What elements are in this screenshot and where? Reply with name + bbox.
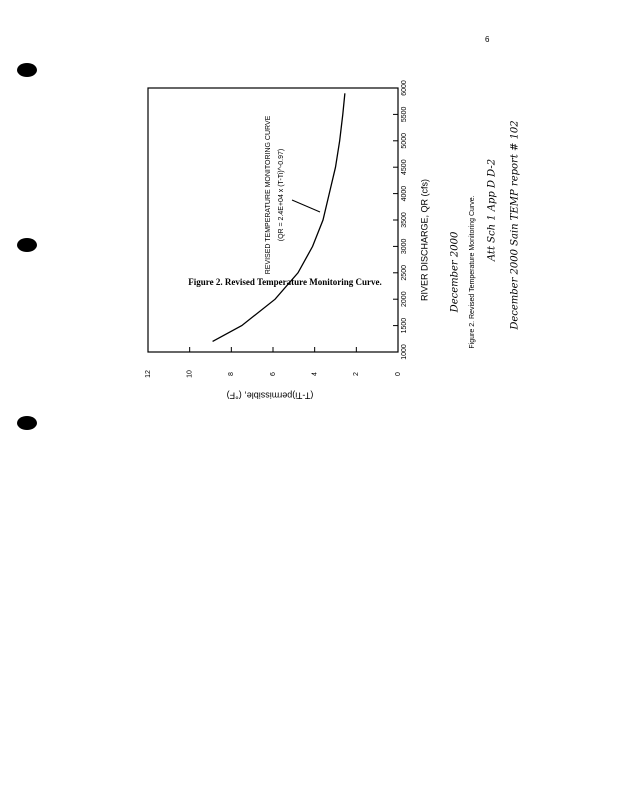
y-axis-label: (T-Ti)permissible, (°F) [227, 391, 314, 401]
x-tick-label: 1500 [401, 318, 408, 334]
punch-hole [17, 238, 37, 252]
y-tick-label: 6 [270, 372, 277, 376]
y-tick-label: 12 [145, 370, 152, 378]
x-tick-label: 5000 [401, 133, 408, 149]
x-tick-label: 3500 [401, 212, 408, 228]
data-line [212, 93, 346, 343]
y-tick-label: 0 [395, 372, 402, 376]
x-tick-label: 5500 [401, 107, 408, 123]
y-tick-label: 2 [353, 372, 360, 376]
x-tick-label: 4000 [401, 186, 408, 202]
callout-arrow [291, 199, 321, 213]
y-tick-label: 8 [228, 372, 235, 376]
handwritten-note: Att Sch 1 App D D-2 [487, 159, 498, 262]
handwritten-note: December 2000 [450, 231, 461, 313]
x-tick-label: 4500 [401, 159, 408, 175]
punch-hole [17, 416, 37, 430]
curve-formula: (QR = 2.4E+04 x (T-Ti)^-0.97) [278, 149, 285, 242]
x-tick-label: 1000 [401, 344, 408, 360]
y-tick-label: 4 [312, 372, 319, 376]
y-tick-label: 10 [187, 370, 194, 378]
figure-caption: Figure 2. Revised Temperature Monitoring… [188, 277, 381, 287]
x-axis-label: RIVER DISCHARGE, QR (cfs) [419, 179, 429, 301]
x-tick-label: 2500 [401, 265, 408, 281]
x-tick-label: 6000 [401, 80, 408, 96]
handwritten-note: December 2000 Sain TEMP report # 102 [510, 120, 521, 330]
x-tick-label: 2000 [401, 291, 408, 307]
curve-label: REVISED TEMPERATURE MONITORING CURVE [265, 115, 272, 274]
x-tick-label: 3000 [401, 239, 408, 255]
handwritten-note: Figure 2. Revised Temperature Monitoring… [469, 195, 476, 348]
page-number: 6 [485, 35, 490, 44]
punch-hole [17, 63, 37, 77]
